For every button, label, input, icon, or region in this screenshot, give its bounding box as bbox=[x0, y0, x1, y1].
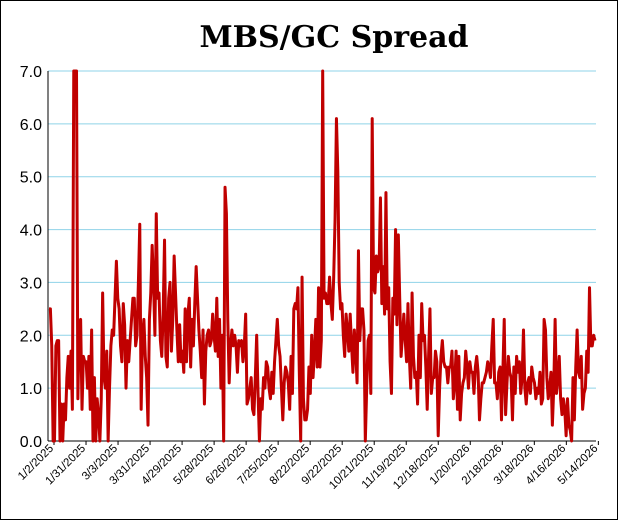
y-tick-label: 1.0 bbox=[20, 381, 42, 398]
axes bbox=[47, 71, 596, 442]
y-tick-label: 6.0 bbox=[20, 117, 42, 134]
chart-title: MBS/GC Spread bbox=[199, 20, 469, 55]
y-tick-label: 2.0 bbox=[20, 328, 42, 345]
y-tick-label: 0.0 bbox=[20, 434, 42, 451]
series-group bbox=[48, 69, 597, 443]
y-tick-labels: 0.0 1.0 2.0 3.0 4.0 5.0 6.0 7.0 bbox=[20, 64, 42, 451]
y-tick-label: 3.0 bbox=[20, 275, 42, 292]
series-line bbox=[48, 69, 597, 443]
y-tick-label: 4.0 bbox=[20, 223, 42, 240]
y-tick-label: 5.0 bbox=[20, 170, 42, 187]
x-tick-labels: 1/2/20251/31/20253/3/20253/31/20254/29/2… bbox=[16, 441, 600, 492]
y-tick-label: 7.0 bbox=[20, 64, 42, 81]
